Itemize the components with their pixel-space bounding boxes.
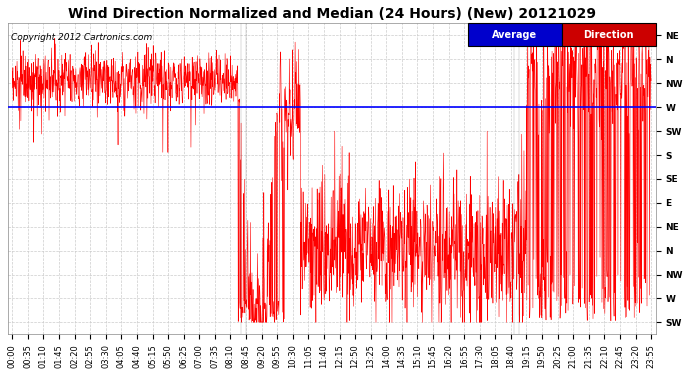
Text: Direction: Direction <box>584 30 634 40</box>
FancyBboxPatch shape <box>562 24 656 46</box>
Title: Wind Direction Normalized and Median (24 Hours) (New) 20121029: Wind Direction Normalized and Median (24… <box>68 7 595 21</box>
Text: Average: Average <box>492 30 538 40</box>
FancyBboxPatch shape <box>468 24 562 46</box>
Text: Copyright 2012 Cartronics.com: Copyright 2012 Cartronics.com <box>11 33 152 42</box>
